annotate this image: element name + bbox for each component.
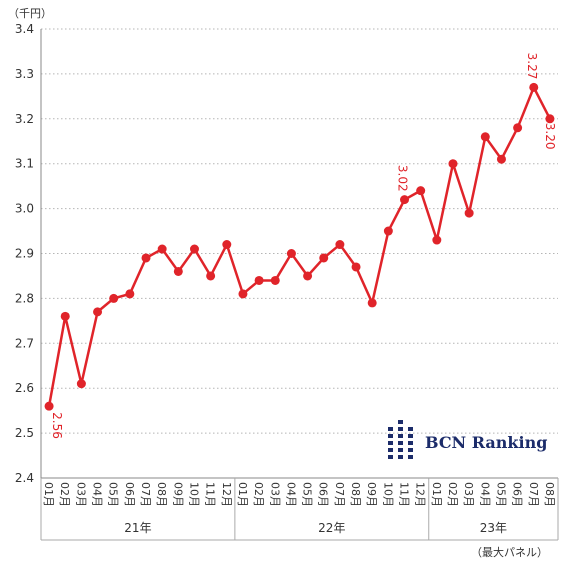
panel-note: （最大パネル） — [471, 545, 548, 559]
x-tick-label: 03月 — [462, 482, 475, 507]
x-tick-label: 02月 — [252, 482, 265, 507]
x-tick-label: 12月 — [414, 482, 427, 507]
y-tick-label: 3.0 — [15, 202, 34, 216]
x-tick-label: 04月 — [91, 482, 104, 507]
x-tick-label: 05月 — [494, 482, 507, 507]
x-tick-label: 05月 — [107, 482, 120, 507]
y-tick-label: 2.8 — [15, 291, 34, 305]
y-tick-label: 2.6 — [15, 381, 34, 395]
data-point — [270, 275, 280, 285]
series-line — [44, 82, 555, 411]
data-point — [513, 123, 523, 133]
x-tick-label: 04月 — [284, 482, 297, 507]
data-point — [157, 244, 167, 254]
data-point — [286, 249, 296, 258]
x-tick-label: 08月 — [349, 482, 362, 507]
x-tick-label: 06月 — [123, 482, 136, 507]
data-point — [448, 159, 458, 169]
year-label: 23年 — [480, 521, 507, 535]
y-tick-label: 2.9 — [15, 247, 34, 261]
x-tick-label: 01月 — [42, 482, 55, 507]
y-tick-label: 3.1 — [15, 157, 34, 171]
data-point — [93, 307, 103, 317]
year-label: 21年 — [124, 521, 151, 535]
series-line-path — [47, 84, 552, 407]
data-point — [254, 275, 264, 285]
y-tick-label: 2.4 — [15, 471, 34, 485]
data-label: 3.02 — [396, 165, 410, 192]
x-tick-label: 10月 — [187, 482, 200, 507]
data-point — [206, 271, 216, 281]
data-label: 2.56 — [50, 412, 64, 439]
y-tick-label: 3.4 — [15, 22, 34, 36]
bcn-logo-text: BCN Ranking — [425, 433, 547, 452]
data-point — [303, 271, 313, 281]
x-tick-label: 08月 — [543, 482, 556, 507]
x-tick-label: 06月 — [317, 482, 330, 507]
x-tick-label: 08月 — [155, 482, 168, 507]
data-point — [44, 401, 54, 411]
data-label: 3.20 — [543, 123, 557, 150]
data-point — [189, 244, 199, 254]
y-tick-label: 3.2 — [15, 112, 34, 126]
year-label: 22年 — [318, 521, 345, 535]
bcn-logo-icon — [388, 420, 413, 459]
x-tick-label: 04月 — [478, 482, 491, 507]
data-point — [335, 240, 345, 250]
data-point — [141, 253, 151, 263]
x-tick-label: 10月 — [381, 482, 394, 507]
x-tick-label: 06月 — [511, 482, 524, 507]
data-point — [76, 379, 86, 389]
data-point — [383, 226, 393, 236]
data-point — [464, 208, 474, 218]
data-point — [480, 132, 490, 142]
data-point — [496, 154, 506, 164]
x-tick-label: 02月 — [446, 482, 459, 507]
y-tick-label: 2.5 — [15, 426, 34, 440]
data-point — [416, 186, 426, 196]
data-point — [60, 311, 70, 321]
data-point — [222, 240, 232, 250]
data-point — [545, 114, 555, 124]
data-point — [238, 289, 248, 299]
data-point — [125, 289, 135, 299]
x-tick-label: 01月 — [430, 482, 443, 507]
x-tick-label: 03月 — [268, 482, 281, 507]
y-tick-label: 2.7 — [15, 336, 34, 350]
data-labels: 2.56 3.02 3.27 3.20 — [50, 53, 557, 439]
x-tick-label: 11月 — [204, 482, 217, 507]
x-tick-label: 12月 — [220, 482, 233, 507]
x-tick-label: 07月 — [527, 482, 540, 507]
data-label: 3.27 — [525, 53, 539, 80]
x-tick-label: 07月 — [333, 482, 346, 507]
bcn-logo: BCN Ranking — [388, 420, 547, 459]
grid-lines — [40, 28, 558, 478]
x-tick-label: 01月 — [236, 482, 249, 507]
x-tick-label: 09月 — [171, 482, 184, 507]
data-point — [432, 235, 442, 245]
y-unit-label: （千円） — [8, 7, 52, 20]
data-point — [109, 293, 119, 303]
data-point — [529, 82, 539, 92]
data-point — [319, 253, 329, 263]
data-point — [367, 298, 377, 308]
x-axis: 01月 02月 03月 04月 05月 06月 07月 08月 09月 10月 11月 12月 01月 0… — [40, 477, 559, 541]
x-tick-label: 11月 — [398, 482, 411, 507]
data-point — [400, 195, 410, 205]
y-axis-ticks: 2.4 2.5 2.6 2.7 2.8 2.9 3.0 3.1 3.2 3.3 3.4 — [15, 22, 34, 485]
x-tick-label: 07月 — [139, 482, 152, 507]
data-point — [173, 266, 183, 276]
x-tick-label: 03月 — [74, 482, 87, 507]
y-tick-label: 3.3 — [15, 67, 34, 81]
data-point — [351, 262, 361, 272]
x-tick-label: 05月 — [301, 482, 314, 507]
x-tick-label: 02月 — [58, 482, 71, 507]
x-tick-label: 09月 — [365, 482, 378, 507]
